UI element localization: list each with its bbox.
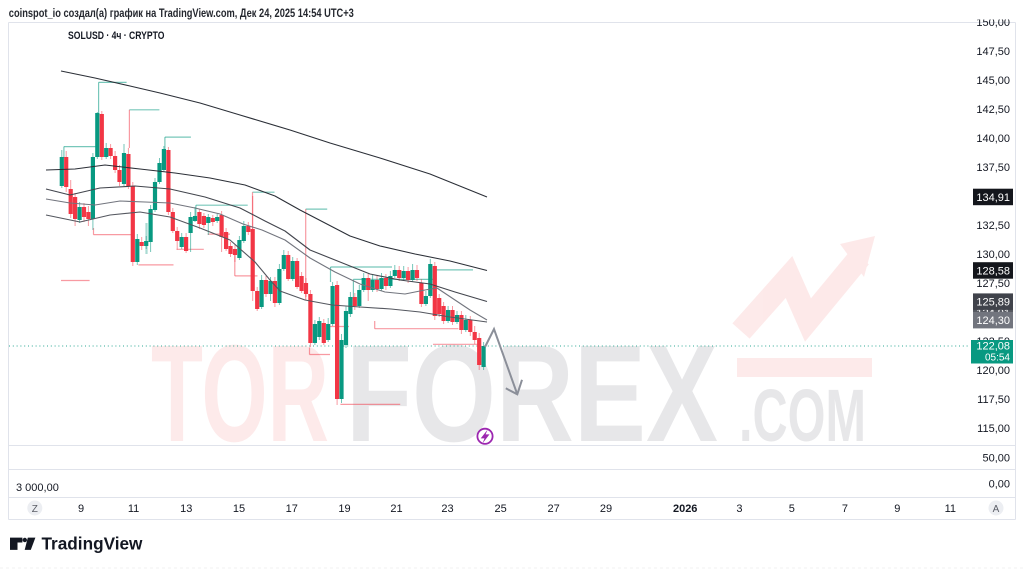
svg-text:11: 11 [945,503,956,515]
svg-text:134,91: 134,91 [976,192,1010,204]
svg-text:117,50: 117,50 [977,394,1010,406]
svg-text:125,89: 125,89 [976,297,1010,309]
svg-text:11: 11 [128,503,139,515]
svg-text:5: 5 [789,503,795,515]
svg-text:21: 21 [390,503,402,515]
svg-text:25: 25 [494,503,506,515]
svg-text:19: 19 [338,503,350,515]
svg-text:142,50: 142,50 [976,104,1010,116]
svg-text:124,30: 124,30 [976,315,1010,327]
svg-text:23: 23 [441,503,453,515]
svg-text:A: A [993,504,1000,515]
svg-text:50,00: 50,00 [982,453,1010,465]
svg-text:29: 29 [600,503,612,515]
svg-text:9: 9 [894,503,900,515]
svg-text:127,50: 127,50 [976,278,1010,290]
svg-text:9: 9 [78,503,84,515]
svg-text:130,00: 130,00 [976,249,1010,261]
svg-text:128,58: 128,58 [976,266,1010,278]
svg-text:coinspot_io создал(а) график н: coinspot_io создал(а) график на TradingV… [9,8,354,20]
svg-text:TOR: TOR [151,317,329,471]
svg-text:.COM: .COM [739,374,866,457]
svg-text:140,00: 140,00 [976,133,1010,145]
svg-text:3 000,00: 3 000,00 [16,482,59,494]
svg-text:SOLUSD · 4ч · CRYPTO: SOLUSD · 4ч · CRYPTO [68,30,165,42]
svg-text:147,50: 147,50 [976,46,1010,58]
svg-text:Z: Z [32,504,38,515]
svg-text:13: 13 [180,503,192,515]
svg-text:7: 7 [842,503,848,515]
svg-text:0,00: 0,00 [989,479,1010,491]
svg-text:3: 3 [736,503,742,515]
svg-text:27: 27 [547,503,559,515]
svg-text:17: 17 [286,503,298,515]
svg-text:15: 15 [233,503,245,515]
svg-text:137,50: 137,50 [976,162,1010,174]
svg-text:115,00: 115,00 [977,423,1010,435]
svg-text:122,08: 122,08 [976,341,1010,353]
svg-text:145,00: 145,00 [976,75,1010,87]
svg-text:FOREX: FOREX [346,317,718,471]
svg-text:150,00: 150,00 [976,17,1010,29]
svg-text:2026: 2026 [673,503,697,515]
svg-text:TradingView: TradingView [42,534,144,554]
svg-text:120,00: 120,00 [976,365,1010,377]
svg-text:132,50: 132,50 [976,220,1010,232]
svg-text:05:54: 05:54 [985,353,1010,364]
